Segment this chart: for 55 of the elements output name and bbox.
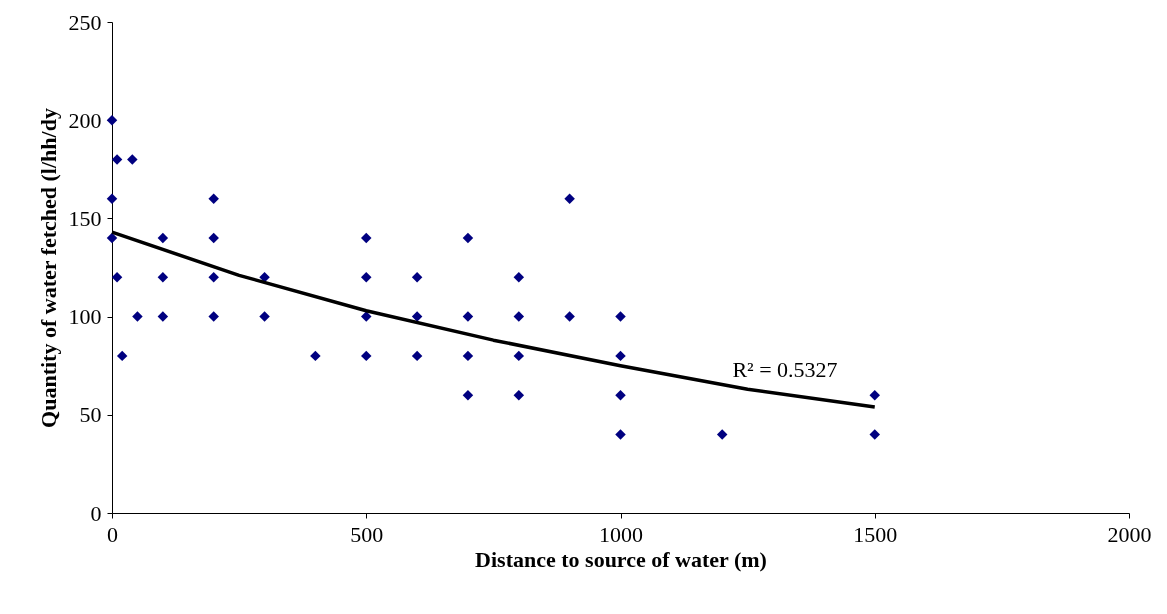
point bbox=[462, 389, 474, 401]
point bbox=[106, 193, 118, 204]
point bbox=[513, 389, 525, 401]
x-tick-label: 500 bbox=[350, 521, 384, 547]
point bbox=[411, 272, 423, 283]
annotation: R² = 0.5327 bbox=[732, 357, 838, 382]
y-tick-label: 150 bbox=[68, 205, 102, 231]
point bbox=[615, 311, 626, 322]
y-tick-label: 100 bbox=[68, 304, 102, 330]
point bbox=[116, 350, 128, 362]
point bbox=[513, 350, 525, 362]
x-axis-title: Distance to source of water (m) bbox=[475, 546, 767, 572]
point bbox=[106, 232, 118, 244]
point bbox=[208, 232, 219, 244]
point bbox=[615, 429, 626, 440]
point bbox=[127, 154, 138, 165]
point bbox=[513, 272, 525, 283]
point bbox=[208, 272, 219, 283]
point bbox=[615, 350, 626, 362]
point bbox=[513, 311, 525, 322]
y-tick-label: 0 bbox=[90, 500, 102, 526]
x-tick-label: 0 bbox=[107, 521, 118, 547]
point bbox=[564, 311, 575, 322]
x-tick-label: 1500 bbox=[853, 521, 898, 547]
point bbox=[157, 311, 169, 322]
point bbox=[259, 311, 270, 322]
point bbox=[157, 272, 169, 283]
y-tick-label: 200 bbox=[68, 107, 102, 133]
x-tick-label: 2000 bbox=[1107, 521, 1152, 547]
point bbox=[411, 311, 423, 322]
point bbox=[361, 311, 372, 322]
point bbox=[411, 350, 423, 362]
point bbox=[310, 350, 321, 362]
point bbox=[361, 350, 372, 362]
point bbox=[111, 272, 123, 283]
y-tick-label: 250 bbox=[68, 9, 102, 35]
point bbox=[869, 429, 880, 440]
point bbox=[208, 311, 219, 322]
point bbox=[111, 154, 123, 165]
point bbox=[716, 429, 728, 440]
y-tick-label: 50 bbox=[79, 402, 102, 428]
point bbox=[462, 232, 474, 244]
point bbox=[462, 311, 474, 322]
x-tick-label: 1000 bbox=[599, 521, 643, 547]
point bbox=[462, 350, 474, 362]
point bbox=[869, 389, 880, 401]
point bbox=[208, 193, 219, 204]
point bbox=[564, 193, 575, 204]
point bbox=[157, 232, 169, 244]
y-axis-title: Quantity of water fetched (l/hh/dy bbox=[35, 108, 61, 428]
point bbox=[361, 232, 372, 244]
point bbox=[361, 272, 372, 283]
point bbox=[615, 389, 626, 401]
point bbox=[132, 311, 143, 322]
point bbox=[106, 114, 118, 126]
